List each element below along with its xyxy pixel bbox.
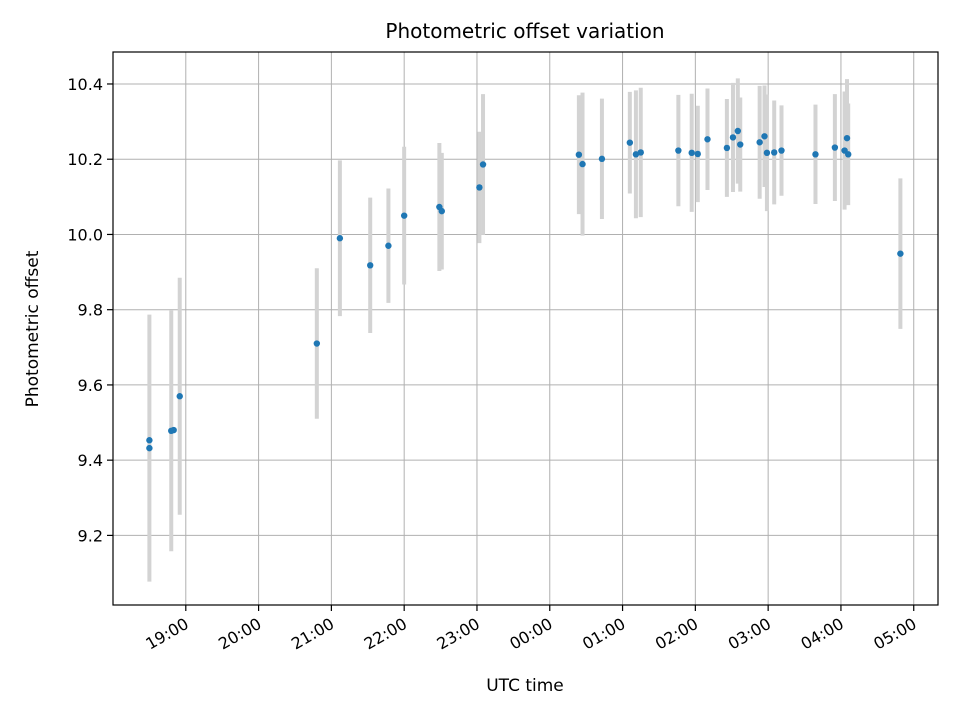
data-point (761, 133, 768, 140)
y-tick-label: 10.4 (67, 75, 103, 94)
data-point (675, 147, 682, 154)
y-tick-label: 9.6 (78, 376, 103, 395)
data-point (734, 127, 742, 135)
data-point (778, 147, 785, 154)
data-point (626, 139, 634, 146)
data-point (176, 393, 183, 400)
data-point (843, 134, 851, 142)
y-tick-label: 9.8 (78, 301, 103, 320)
data-point (737, 141, 744, 148)
data-point (367, 262, 374, 269)
y-tick-label: 10.0 (67, 225, 103, 244)
data-point (723, 144, 731, 152)
y-tick-label: 9.2 (78, 526, 103, 545)
data-point (632, 151, 640, 158)
data-point (479, 161, 487, 168)
plot-frame (112, 51, 939, 606)
data-point (704, 136, 711, 143)
data-point (438, 207, 445, 215)
data-point (336, 235, 344, 242)
y-tick-label: 9.4 (78, 451, 103, 470)
data-point (845, 151, 852, 158)
data-point (313, 340, 321, 347)
data-point (812, 151, 819, 158)
data-point (146, 437, 153, 444)
x-axis-label: UTC time (486, 676, 564, 696)
data-point (688, 149, 695, 157)
data-point (637, 149, 644, 156)
y-axis-label: Photometric offset (23, 250, 43, 407)
y-tick-label: 10.2 (67, 150, 103, 169)
data-point (146, 444, 153, 452)
data-point (476, 184, 483, 191)
data-point (579, 160, 586, 168)
data-point (729, 134, 737, 141)
data-point (694, 150, 701, 158)
data-point (756, 139, 763, 146)
chart-title: Photometric offset variation (385, 19, 664, 43)
data-point (771, 149, 778, 156)
data-point (897, 250, 904, 257)
data-point (598, 155, 606, 163)
data-point (763, 149, 771, 157)
data-point (400, 212, 408, 219)
data-point (385, 242, 392, 249)
data-point (831, 144, 839, 151)
point-layer (146, 127, 904, 452)
data-point (575, 151, 583, 158)
data-point (170, 426, 177, 434)
